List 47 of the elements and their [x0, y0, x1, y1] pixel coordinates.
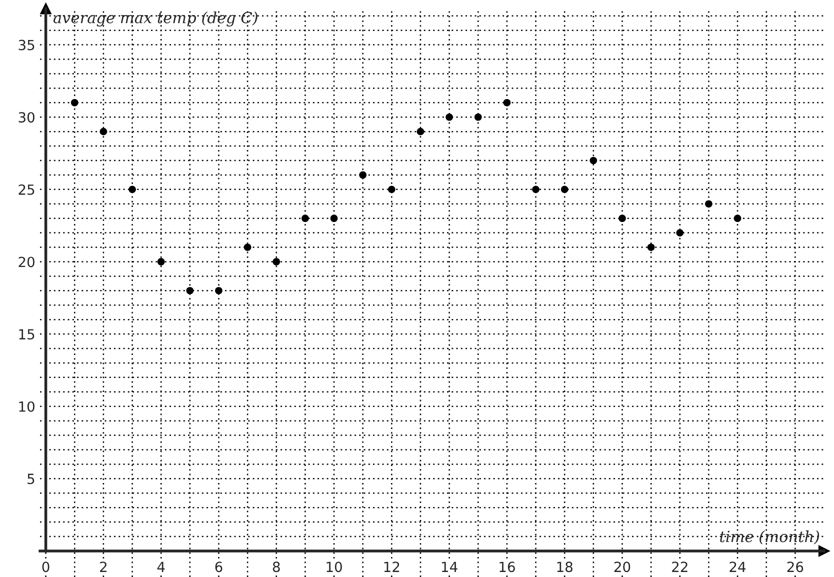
- point: [560, 186, 568, 194]
- y-tick-label: 35: [18, 40, 34, 50]
- x-tick-label: 12: [384, 562, 400, 572]
- point: [157, 258, 165, 266]
- point: [734, 214, 742, 222]
- point: [359, 171, 367, 179]
- point: [532, 186, 540, 194]
- y-tick-label: 20: [18, 256, 34, 268]
- point: [503, 98, 511, 106]
- x-tick-label: 4: [157, 562, 165, 572]
- x-tick-label: 8: [272, 562, 280, 572]
- y-tick-label: 10: [19, 401, 34, 412]
- point: [186, 286, 194, 294]
- point: [474, 113, 482, 121]
- y-tick-label: 15: [19, 329, 34, 340]
- point: [647, 244, 655, 251]
- point: [244, 244, 252, 251]
- x-tick-label: 2: [100, 562, 106, 572]
- x-tick-label: 20: [614, 562, 630, 572]
- x-tick-label: 6: [215, 562, 222, 572]
- point: [100, 128, 108, 136]
- x-tick-label: 22: [672, 562, 688, 572]
- x-tick-label: 24: [730, 562, 746, 572]
- point: [272, 258, 280, 266]
- y-tick-label: 30: [18, 112, 34, 123]
- y-tick-label: 25: [18, 184, 34, 195]
- x-tick-label: 18: [557, 562, 572, 572]
- point: [388, 186, 396, 194]
- x-tick-label: 10: [326, 562, 342, 572]
- x-tick-label: 26: [787, 562, 804, 572]
- point: [302, 214, 309, 222]
- point: [618, 214, 626, 222]
- point: [330, 214, 338, 222]
- point: [128, 186, 136, 194]
- point: [705, 200, 712, 208]
- x-tick-label: 0: [42, 562, 50, 572]
- point: [446, 113, 453, 121]
- y-axis-title: average max temp (deg C): [54, 11, 258, 26]
- y-tick-label: 5: [28, 474, 34, 484]
- x-tick-label: 14: [442, 562, 458, 572]
- point: [416, 128, 424, 136]
- point: [590, 156, 598, 164]
- x-axis-title: time (month): [720, 530, 820, 544]
- point: [676, 229, 684, 236]
- x-tick-label: 16: [500, 562, 515, 572]
- point: [215, 286, 222, 294]
- point: [70, 98, 78, 106]
